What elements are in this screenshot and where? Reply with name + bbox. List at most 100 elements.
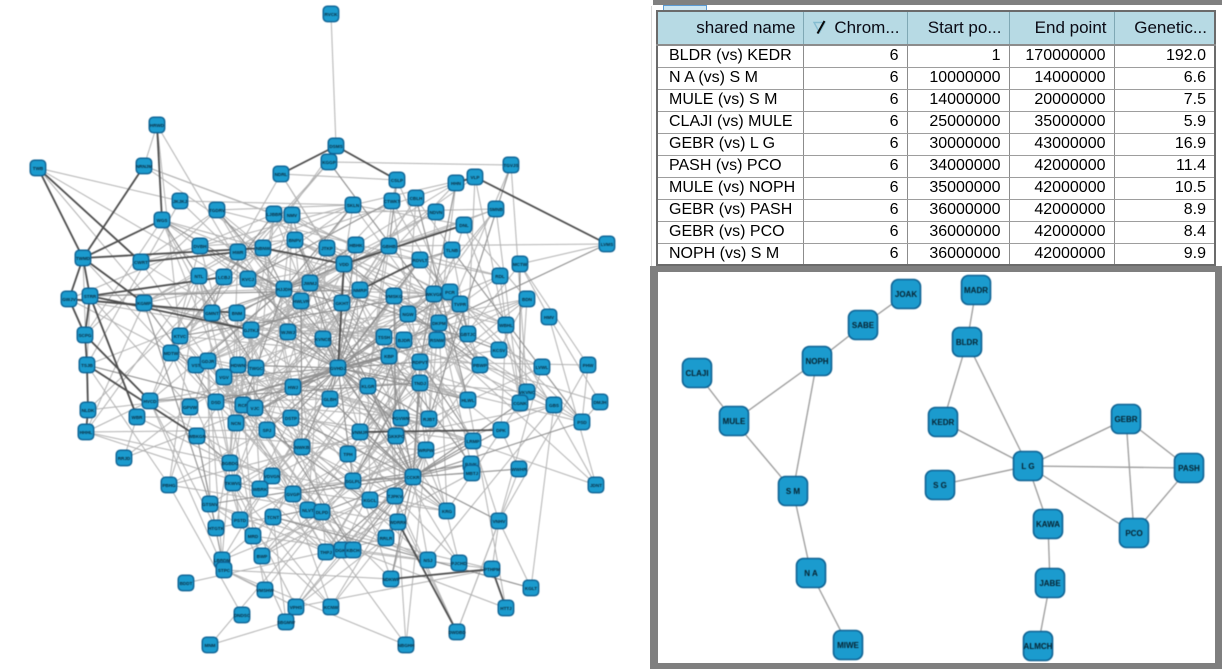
svg-text:S G: S G <box>933 481 947 490</box>
svg-text:VPHS: VPHS <box>290 605 303 610</box>
svg-text:SCPG: SCPG <box>78 333 91 338</box>
svg-text:HRWD: HRWD <box>150 123 165 128</box>
svg-text:KBP: KBP <box>384 354 394 359</box>
svg-text:NDRL: NDRL <box>275 172 288 177</box>
svg-text:NOPH: NOPH <box>805 357 828 366</box>
svg-text:GLBH: GLBH <box>323 397 337 402</box>
svg-text:JABE: JABE <box>1039 579 1061 588</box>
svg-text:BJDR: BJDR <box>398 338 411 343</box>
svg-text:MNM: MNM <box>205 643 216 648</box>
svg-text:DLPD: DLPD <box>316 510 329 515</box>
svg-text:LJBBR: LJBBR <box>266 212 282 217</box>
svg-text:MBTJ: MBTJ <box>466 471 479 476</box>
svg-text:JWMJ: JWMJ <box>303 281 317 286</box>
svg-text:PBWP: PBWP <box>473 363 487 368</box>
svg-text:MIWE: MIWE <box>837 641 859 650</box>
svg-text:HHN: HHN <box>451 181 462 186</box>
svg-text:LVWL: LVWL <box>536 365 549 370</box>
svg-text:SMNB: SMNB <box>489 207 503 212</box>
svg-text:CSLP: CSLP <box>391 178 403 183</box>
svg-text:HWJ: HWJ <box>288 385 299 390</box>
svg-text:TGVJS: TGVJS <box>503 163 518 168</box>
svg-text:VJC: VJC <box>251 406 261 411</box>
svg-text:GBS: GBS <box>549 403 559 408</box>
svg-text:DSD: DSD <box>211 400 221 405</box>
svg-text:BGBDG: BGBDG <box>221 461 239 466</box>
svg-text:GKHT: GKHT <box>335 301 348 306</box>
svg-text:PSTD: PSTD <box>234 518 247 523</box>
svg-text:HHHL: HHHL <box>80 430 93 435</box>
svg-text:DPK: DPK <box>496 428 506 433</box>
svg-text:DNDSC: DNDSC <box>234 613 251 618</box>
svg-text:RVCK: RVCK <box>325 12 339 17</box>
svg-text:GEBR: GEBR <box>1114 415 1137 424</box>
svg-text:HJJDH: HJJDH <box>276 287 292 292</box>
svg-text:TSSH: TSSH <box>378 335 391 340</box>
svg-text:WBKGN: WBKGN <box>188 434 207 439</box>
svg-text:BDDT: BDDT <box>180 581 193 586</box>
svg-text:TWGC: TWGC <box>249 366 264 371</box>
svg-text:VNMJR: VNMJR <box>352 430 369 435</box>
svg-text:MADR: MADR <box>964 286 988 295</box>
svg-text:PJCHD: PJCHD <box>451 561 467 566</box>
svg-text:L G: L G <box>1021 462 1034 471</box>
svg-text:RSNW: RSNW <box>430 338 445 343</box>
svg-text:BNPV: BNPV <box>289 238 303 243</box>
svg-text:NSJ: NSJ <box>424 558 433 563</box>
svg-text:VDD: VDD <box>339 262 349 267</box>
svg-text:N A: N A <box>804 569 818 578</box>
svg-text:GJTKJ: GJTKJ <box>244 328 259 333</box>
svg-text:VDVGN: VDVGN <box>264 474 281 479</box>
svg-text:TVPR: TVPR <box>454 302 467 307</box>
svg-text:MULE: MULE <box>723 417 746 426</box>
svg-text:KCSV: KCSV <box>493 348 507 353</box>
svg-text:TSJB: TSJB <box>81 363 93 368</box>
svg-text:BWP: BWP <box>257 554 268 559</box>
svg-text:NRNJM: NRNJM <box>136 164 153 169</box>
svg-text:VGV: VGV <box>219 375 230 380</box>
svg-text:TLNB: TLNB <box>446 248 459 253</box>
svg-text:WRPW: WRPW <box>418 448 434 453</box>
svg-text:VST: VST <box>192 363 201 368</box>
svg-text:PTHPM: PTHPM <box>484 567 500 572</box>
svg-text:STRR: STRR <box>84 294 97 299</box>
svg-text:VNHV: VNHV <box>493 519 507 524</box>
svg-text:KTVC: KTVC <box>174 334 187 339</box>
svg-text:GVGP: GVGP <box>286 492 299 497</box>
svg-text:DNL: DNL <box>459 223 469 228</box>
svg-text:NCN: NCN <box>231 421 242 426</box>
svg-text:NLDK: NLDK <box>82 408 95 413</box>
svg-text:LCBJ: LCBJ <box>218 275 230 280</box>
svg-text:KCNW: KCNW <box>324 605 339 610</box>
svg-text:DKPM: DKPM <box>432 321 446 326</box>
svg-text:RCR: RCR <box>238 403 249 408</box>
svg-text:DVBH: DVBH <box>193 244 207 249</box>
svg-text:ALMCH: ALMCH <box>1024 642 1053 651</box>
svg-text:MCTW: MCTW <box>513 262 528 267</box>
svg-text:CTWKT: CTWKT <box>384 199 401 204</box>
svg-text:GWJV: GWJV <box>62 297 76 302</box>
svg-text:HLWL: HLWL <box>461 398 474 403</box>
svg-text:RRLR: RRLR <box>380 536 393 541</box>
svg-text:DMJH: DMJH <box>593 400 607 405</box>
svg-text:NGW: NGW <box>402 312 414 317</box>
svg-text:LBBDM: LBBDM <box>214 558 231 563</box>
svg-text:DSMS: DSMS <box>329 144 342 149</box>
svg-text:PBHG: PBHG <box>162 483 176 488</box>
svg-text:PSD: PSD <box>577 420 587 425</box>
svg-text:PGVWM: PGVWM <box>392 416 410 421</box>
svg-text:WBR: WBR <box>132 415 144 420</box>
svg-text:CWRT: CWRT <box>134 260 148 265</box>
svg-text:KGCL: KGCL <box>363 498 376 503</box>
svg-text:CGNK: CGNK <box>513 401 527 406</box>
svg-text:GMNT: GMNT <box>205 311 219 316</box>
svg-text:GVHDJ: GVHDJ <box>330 366 346 371</box>
svg-text:MDTW: MDTW <box>164 351 179 356</box>
svg-text:TWMD: TWMD <box>76 256 91 261</box>
svg-text:SPJ: SPJ <box>263 428 272 433</box>
svg-text:PHW: PHW <box>583 363 594 368</box>
svg-text:TCNT: TCNT <box>267 515 279 520</box>
svg-text:KGLT: KGLT <box>525 586 537 591</box>
svg-text:WGS: WGS <box>157 218 168 223</box>
svg-text:GBTJC: GBTJC <box>460 332 476 337</box>
